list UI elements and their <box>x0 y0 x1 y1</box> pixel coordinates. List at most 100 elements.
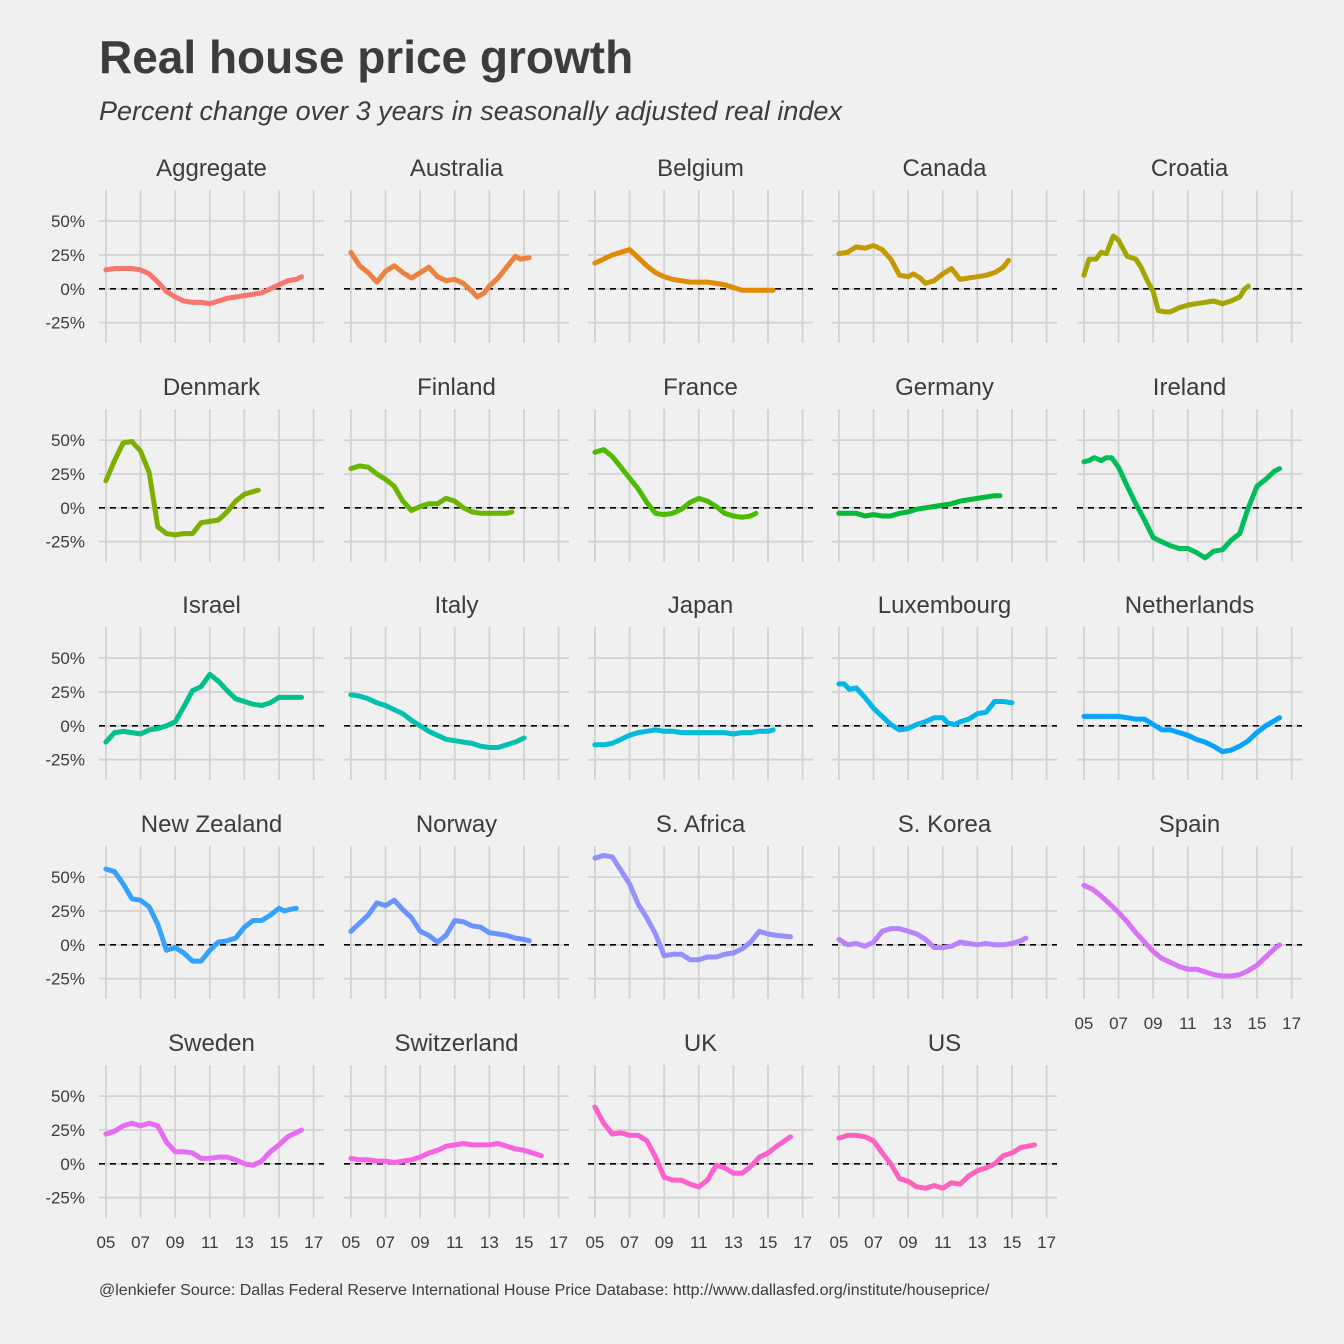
y-tick-label: 25% <box>51 465 85 484</box>
series-line <box>592 727 776 748</box>
x-tick-label: 13 <box>968 1233 987 1252</box>
facet-panel: Italy <box>344 592 569 780</box>
series-line <box>348 897 532 945</box>
facet-panel: S. Africa <box>588 811 813 999</box>
x-tick-label: 05 <box>96 1233 115 1252</box>
series-line <box>836 926 1029 950</box>
facet-panel: Belgium <box>588 155 813 343</box>
series-line <box>103 866 299 964</box>
facet-panel: Israel 50% 25% 0% -25% <box>45 592 324 780</box>
y-tick-label: 25% <box>51 246 85 265</box>
series-line <box>1081 455 1282 561</box>
facet-title: Australia <box>410 155 504 182</box>
facet-panel: Germany <box>832 374 1057 562</box>
facet-panel: Switzerland 05 07 09 11 13 15 17 <box>341 1030 569 1252</box>
x-tick-label: 11 <box>690 1233 708 1252</box>
x-tick-label: 13 <box>480 1233 499 1252</box>
x-tick-label: 11 <box>201 1233 219 1252</box>
y-tick-label: 50% <box>51 212 85 231</box>
x-tick-label: 09 <box>655 1233 674 1252</box>
x-tick-label: 05 <box>585 1233 604 1252</box>
series-line <box>836 493 1003 519</box>
facet-panel: Netherlands <box>1077 592 1302 780</box>
facet-panel: UK 05 07 09 11 13 15 17 <box>585 1030 813 1252</box>
series-line <box>348 463 515 516</box>
series-line <box>1081 713 1282 755</box>
facet-panel: Aggregate 50% 25% 0% -25% <box>45 155 324 343</box>
series-line <box>592 447 759 520</box>
x-tick-label: 09 <box>166 1233 185 1252</box>
facet-panel: Croatia <box>1077 155 1302 343</box>
series-line <box>103 439 261 538</box>
x-tick-label: 07 <box>376 1233 395 1252</box>
y-tick-label: 0% <box>60 1155 85 1174</box>
x-tick-label: 13 <box>724 1233 743 1252</box>
facet-panel: US 05 07 09 11 13 15 17 <box>829 1030 1057 1252</box>
series-line <box>836 681 1015 733</box>
facet-title: Belgium <box>657 155 744 182</box>
facet-panel: Canada <box>832 155 1057 343</box>
facet-title: Norway <box>416 811 497 838</box>
chart-subtitle: Percent change over 3 years in seasonall… <box>99 96 842 126</box>
x-tick-label: 15 <box>759 1233 778 1252</box>
x-tick-label: 17 <box>1037 1233 1056 1252</box>
series-line <box>836 243 1011 286</box>
series-line <box>836 1132 1037 1191</box>
y-tick-label: 0% <box>60 280 85 299</box>
y-tick-label: 0% <box>60 717 85 736</box>
series-line <box>592 1104 793 1190</box>
y-tick-label: 50% <box>51 868 85 887</box>
facet-title: Japan <box>668 592 733 619</box>
facet-title: Spain <box>1159 811 1220 838</box>
x-tick-label: 17 <box>304 1233 323 1252</box>
y-tick-label: 0% <box>60 936 85 955</box>
x-tick-label: 11 <box>1179 1014 1197 1033</box>
facet-panel: Japan <box>588 592 813 780</box>
facet-title: Aggregate <box>156 155 267 182</box>
facet-title: Finland <box>417 374 496 401</box>
series-line <box>592 247 776 293</box>
x-tick-label: 15 <box>1003 1233 1022 1252</box>
facet-title: Netherlands <box>1125 592 1254 619</box>
facet-title: Canada <box>902 155 987 182</box>
y-tick-label: -25% <box>45 314 85 333</box>
series-line <box>1081 882 1282 979</box>
facet-title: Germany <box>895 374 994 401</box>
chart-title: Real house price growth <box>99 31 634 83</box>
series-line <box>592 853 793 963</box>
x-tick-label: 05 <box>1074 1014 1093 1033</box>
y-tick-label: -25% <box>45 533 85 552</box>
y-tick-label: 25% <box>51 683 85 702</box>
y-tick-label: 0% <box>60 499 85 518</box>
y-tick-label: -25% <box>45 970 85 989</box>
x-tick-label: 05 <box>341 1233 360 1252</box>
facet-title: UK <box>684 1030 717 1057</box>
x-tick-label: 07 <box>131 1233 150 1252</box>
facet-panel: Luxembourg <box>832 592 1057 780</box>
facet-panel: France <box>588 374 813 562</box>
facet-title: S. Africa <box>656 811 746 838</box>
facet-title: Switzerland <box>394 1030 518 1057</box>
y-tick-label: 50% <box>51 649 85 668</box>
facet-title: Croatia <box>1151 155 1229 182</box>
facet-title: S. Korea <box>898 811 992 838</box>
facet-panel: New Zealand 50% 25% 0% -25% <box>45 811 324 999</box>
facet-title: Sweden <box>168 1030 255 1057</box>
facet-title: Italy <box>434 592 478 619</box>
facet-panel: Norway <box>344 811 569 999</box>
series-line <box>348 249 532 300</box>
facet-title: France <box>663 374 738 401</box>
facet-panel: Finland <box>344 374 569 562</box>
y-tick-label: 50% <box>51 431 85 450</box>
x-tick-label: 11 <box>446 1233 464 1252</box>
series-line <box>103 1120 304 1168</box>
y-tick-label: -25% <box>45 1189 85 1208</box>
x-tick-label: 07 <box>864 1233 883 1252</box>
x-tick-label: 09 <box>1144 1014 1163 1033</box>
facet-title: US <box>928 1030 961 1057</box>
x-tick-label: 07 <box>1109 1014 1128 1033</box>
x-tick-label: 15 <box>270 1233 289 1252</box>
series-line <box>348 1141 544 1165</box>
x-tick-label: 15 <box>515 1233 534 1252</box>
